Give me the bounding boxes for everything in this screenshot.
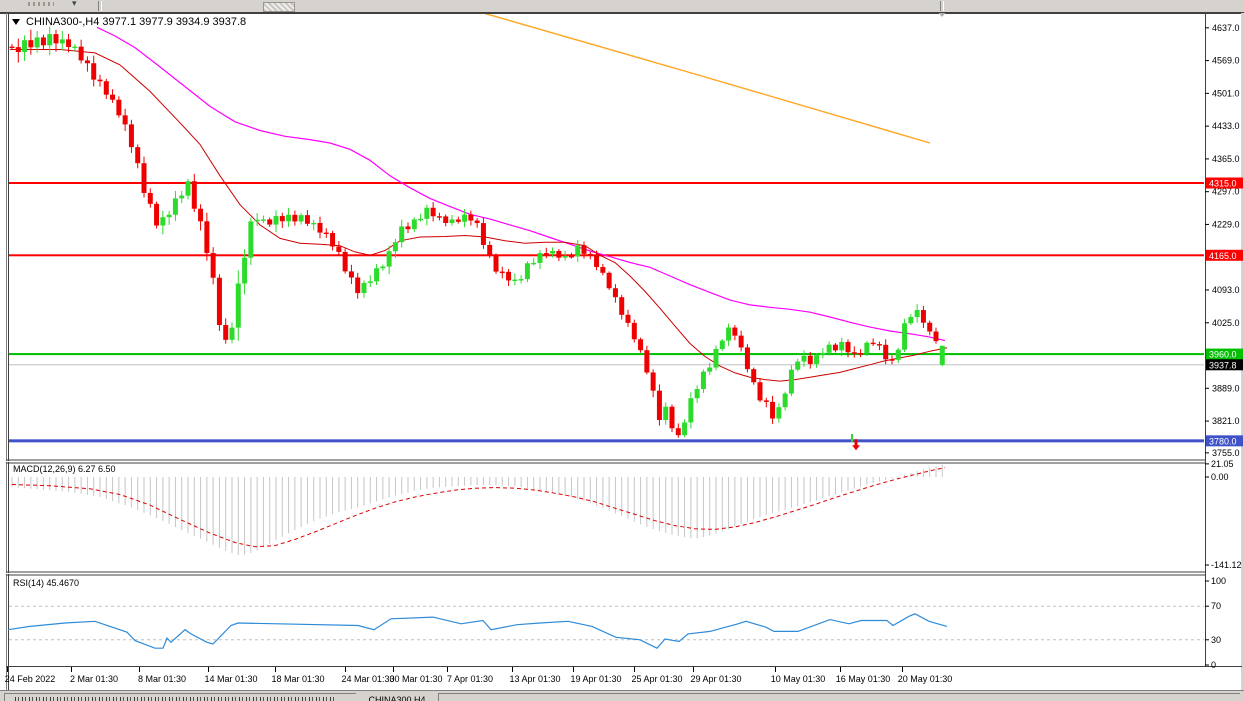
svg-text:10 May 01:30: 10 May 01:30 [771,674,826,684]
price-badge-3960.0: 3960.0 [1206,348,1243,360]
svg-text:30: 30 [1211,635,1221,645]
svg-text:4433.0: 4433.0 [1212,121,1240,131]
svg-text:8 Mar 01:30: 8 Mar 01:30 [138,674,186,684]
price-badge-3780.0: 3780.0 [1206,435,1243,447]
price-badge-3937.8: 3937.8 [1206,359,1243,371]
candlesticks[interactable] [9,26,945,438]
chart-title: CHINA300-,H4 3977.1 3977.9 3934.9 3937.8 [12,16,246,28]
toolbar-grip-icon[interactable] [28,2,54,6]
rsi-pane[interactable]: 100 70 30 0 [7,576,1226,670]
svg-text:3937.8: 3937.8 [1209,360,1237,370]
hline-3960[interactable] [9,353,1204,356]
price-badge-4165.0: 4165.0 [1206,249,1243,261]
macd-indicator-label: MACD(12,26,9) 6.27 6.50 [13,464,116,474]
svg-text:3780.0: 3780.0 [1209,436,1237,446]
window-top-border [0,12,1244,13]
toolbar-separator [940,1,944,11]
main-plot[interactable] [9,13,1204,451]
svg-text:4229.0: 4229.0 [1212,219,1240,229]
toolbar-dropdown-icon[interactable]: ▾ [72,0,77,8]
svg-text:4315.0: 4315.0 [1209,179,1237,189]
svg-text:70: 70 [1211,601,1221,611]
chart-tab-bar: CHINA300,H4 [0,690,1244,701]
svg-text:4165.0: 4165.0 [1209,251,1237,261]
hline-3780[interactable] [9,439,1204,443]
svg-text:4501.0: 4501.0 [1212,88,1240,98]
price-badge-4315.0: 4315.0 [1206,177,1243,189]
svg-text:16 May 01:30: 16 May 01:30 [836,674,891,684]
svg-text:30 Mar 01:30: 30 Mar 01:30 [389,674,442,684]
trend-line[interactable] [483,13,931,144]
svg-text:4637.0: 4637.0 [1212,23,1240,33]
hline-4315[interactable] [9,182,1204,184]
svg-text:0: 0 [1211,660,1216,670]
trade-tick-marker[interactable] [851,433,853,442]
svg-text:3755.0: 3755.0 [1212,448,1240,458]
toolbar-scroll-patch[interactable] [263,2,295,12]
svg-text:19 Apr 01:30: 19 Apr 01:30 [570,674,621,684]
rsi-indicator-label: RSI(14) 45.4670 [13,578,80,588]
chart-menu-triangle-icon[interactable] [12,19,20,25]
inactive-chart-tabs[interactable] [4,693,356,701]
svg-text:4569.0: 4569.0 [1212,56,1240,66]
tab-china300-h4[interactable]: CHINA300,H4 [358,693,436,701]
svg-text:2 Mar 01:30: 2 Mar 01:30 [70,674,118,684]
svg-text:4297.0: 4297.0 [1212,187,1240,197]
svg-text:18 Mar 01:30: 18 Mar 01:30 [271,674,324,684]
chart-title-text: CHINA300-,H4 3977.1 3977.9 3934.9 3937.8 [26,16,247,28]
price-axis[interactable]: 4637.0 4569.0 4501.0 4433.0 4365.0 4297.0 4229… [1205,23,1240,458]
toolbar-separator [98,1,102,11]
svg-text:14 Mar 01:30: 14 Mar 01:30 [204,674,257,684]
svg-text:20 May 01:30: 20 May 01:30 [898,674,953,684]
svg-text:7 Apr 01:30: 7 Apr 01:30 [447,674,493,684]
svg-text:100: 100 [1211,576,1226,586]
macd-signal-line [11,467,946,548]
svg-text:24 Mar 01:30: 24 Mar 01:30 [341,674,394,684]
svg-text:4093.0: 4093.0 [1212,285,1240,295]
time-axis[interactable]: 24 Feb 2022 2 Mar 01:30 8 Mar 01:30 14 Mar … [5,667,953,684]
svg-text:4025.0: 4025.0 [1212,318,1240,328]
macd-pane[interactable]: 21.05 0.00 -141.12 [11,459,1242,570]
rsi-line [7,613,948,649]
svg-text:3960.0: 3960.0 [1209,350,1237,360]
svg-text:21.05: 21.05 [1211,459,1234,469]
svg-text:0.00: 0.00 [1211,472,1229,482]
svg-text:3821.0: 3821.0 [1212,416,1240,426]
ma-fast-line[interactable] [10,49,948,382]
clipped-tab-labels [15,697,335,701]
tab-strip-filler[interactable] [438,693,1240,701]
svg-text:4365.0: 4365.0 [1212,154,1240,164]
svg-text:24 Feb 2022: 24 Feb 2022 [5,674,56,684]
sell-arrow-icon[interactable] [852,439,860,451]
ma-slow-line[interactable] [96,26,946,342]
svg-text:25 Apr 01:30: 25 Apr 01:30 [631,674,682,684]
svg-text:29 Apr 01:30: 29 Apr 01:30 [690,674,741,684]
top-toolbar: ▾ [0,0,1244,13]
svg-text:-141.12: -141.12 [1211,560,1242,570]
svg-text:3889.0: 3889.0 [1212,383,1240,393]
svg-text:13 Apr 01:30: 13 Apr 01:30 [509,674,560,684]
hline-3937.8[interactable] [9,364,1204,366]
